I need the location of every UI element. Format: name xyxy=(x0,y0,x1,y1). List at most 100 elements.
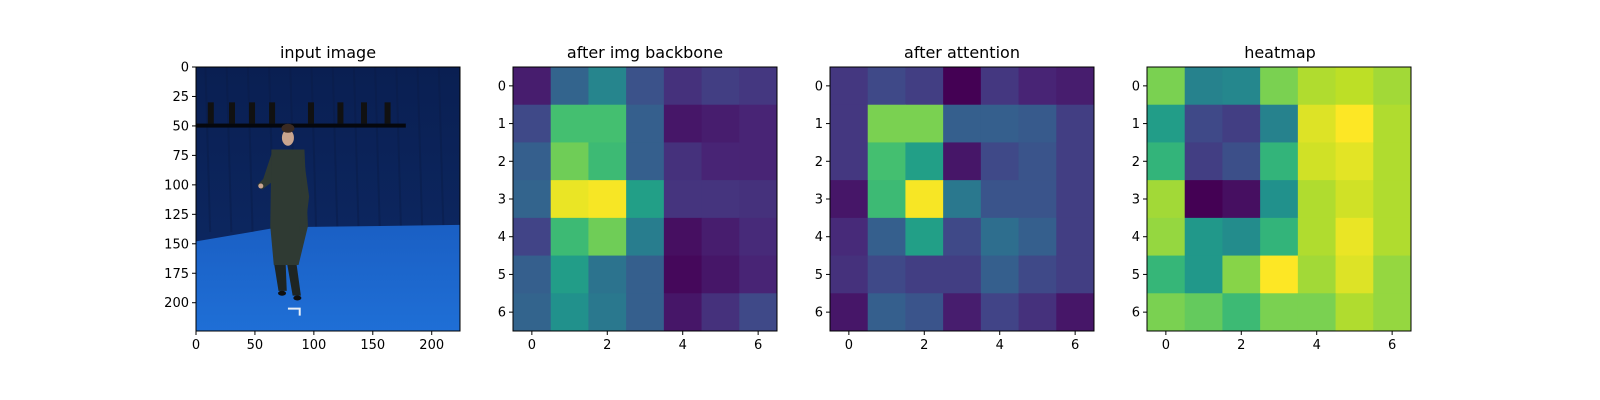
heatmap-cell xyxy=(1260,142,1299,181)
heatmap-cell xyxy=(1335,104,1374,143)
heatmap-cell xyxy=(1222,255,1261,294)
tick-label: 0 xyxy=(845,338,853,353)
heatmap-cell xyxy=(1222,67,1261,106)
curtain-fold xyxy=(310,66,318,233)
heatmap-cell xyxy=(1260,104,1299,143)
heatmap-cell xyxy=(588,142,627,181)
heatmap-cell xyxy=(867,293,906,332)
heatmap-cell xyxy=(701,104,740,143)
tick-label: 3 xyxy=(815,193,823,208)
heatmap-cell xyxy=(943,293,982,332)
heatmap-cell xyxy=(1373,180,1412,219)
heatmap-cell xyxy=(513,180,552,219)
heatmap-cell xyxy=(905,67,944,106)
curtain-fold xyxy=(374,66,381,233)
heatmap-cell xyxy=(1335,255,1374,294)
tick-label: 100 xyxy=(301,338,326,353)
panel-heatmap: heatmap 0 2 4 6 0 1 2 3 4 5 6 xyxy=(1132,43,1412,353)
heatmap-cell xyxy=(550,142,589,181)
heatmap-cell xyxy=(739,217,778,257)
heatmap-cell xyxy=(701,67,740,106)
tick-label: 175 xyxy=(164,267,189,282)
heatmap-cell xyxy=(1184,67,1223,106)
heatmap-cell xyxy=(1297,217,1337,257)
heatmap-cell xyxy=(513,255,552,294)
heatmap-cell xyxy=(1018,104,1057,143)
tick-label: 125 xyxy=(164,208,189,223)
heatmap-cell xyxy=(1184,255,1223,294)
tick-label: 2 xyxy=(498,155,506,170)
heatmap-cell xyxy=(513,293,552,332)
heatmap-cell xyxy=(588,217,627,257)
panel-input-image: input image 0 50 100 150 200 0 25 50 75 100 125 150… xyxy=(164,43,461,353)
heatmap-cell xyxy=(1373,255,1412,294)
tick-label: 1 xyxy=(815,117,823,132)
heatmap-cell xyxy=(513,142,552,181)
panel-title: after attention xyxy=(904,43,1020,62)
heatmap-cell xyxy=(1260,255,1299,294)
person-head xyxy=(281,129,294,146)
tick-label: 6 xyxy=(1132,306,1140,321)
heatmap-cell xyxy=(1297,142,1337,181)
tick-label: 5 xyxy=(815,268,823,283)
heatmap-cell xyxy=(1147,293,1186,332)
curtain-fold xyxy=(395,66,403,233)
heatmap-cell xyxy=(550,67,589,106)
heatmap-cell xyxy=(626,67,665,106)
curtain-fold xyxy=(225,66,233,233)
heatmap-cell xyxy=(980,142,1020,181)
heatmap-cell xyxy=(513,104,552,143)
heatmap-cell xyxy=(943,142,982,181)
tick-label: 0 xyxy=(815,79,823,94)
person-arm xyxy=(299,154,310,235)
heatmap-cell xyxy=(1018,180,1057,219)
heatmap-cell xyxy=(739,142,778,181)
heatmap-cell xyxy=(701,255,740,294)
heatmap-cell xyxy=(830,255,869,294)
tick-label: 50 xyxy=(172,119,189,134)
tick-label: 25 xyxy=(172,90,189,105)
tick-label: 150 xyxy=(360,338,385,353)
heatmap-cell xyxy=(905,142,944,181)
heatmap-cell xyxy=(1297,293,1337,332)
curtain-fold xyxy=(416,66,424,233)
person-hair xyxy=(281,123,295,133)
heatmap-cell xyxy=(588,67,627,106)
heatmap-cell xyxy=(943,217,982,257)
studio-light xyxy=(249,102,256,124)
heatmap-cell xyxy=(1147,180,1186,219)
heatmap-cell xyxy=(1335,142,1374,181)
heatmap-cell xyxy=(1056,255,1095,294)
heatmap-cell xyxy=(830,142,869,181)
heatmap-cell xyxy=(550,255,589,294)
heatmap-cell xyxy=(626,142,665,181)
heatmap-cell xyxy=(1056,293,1095,332)
heatmap-cell xyxy=(588,255,627,294)
person xyxy=(257,123,310,301)
heatmap-cell xyxy=(739,67,778,106)
heatmap-cell xyxy=(663,180,703,219)
studio-light xyxy=(229,102,235,124)
tick-label: 6 xyxy=(754,338,762,353)
heatmap-cell xyxy=(980,67,1020,106)
person-hand xyxy=(258,183,264,189)
tick-label: 6 xyxy=(815,306,823,321)
heatmap-cell xyxy=(1222,104,1261,143)
heatmap-cell xyxy=(905,293,944,332)
heatmap-cell xyxy=(905,255,944,294)
curtain-fold xyxy=(352,66,360,233)
tick-label: 0 xyxy=(181,61,189,76)
heatmap-cell xyxy=(1297,104,1337,143)
heatmap-cell xyxy=(1222,217,1261,257)
heatmap-cell xyxy=(1018,217,1057,257)
heatmap-cell xyxy=(1222,142,1261,181)
tick-label: 4 xyxy=(1313,338,1321,353)
tick-label: 1 xyxy=(498,117,506,132)
heatmap-cell xyxy=(980,217,1020,257)
heatmap-cell xyxy=(1260,293,1299,332)
heatmap-cell xyxy=(1184,293,1223,332)
heatmap-cell xyxy=(1222,293,1261,332)
heatmap-cell xyxy=(943,180,982,219)
heatmap-cell xyxy=(1147,67,1186,106)
